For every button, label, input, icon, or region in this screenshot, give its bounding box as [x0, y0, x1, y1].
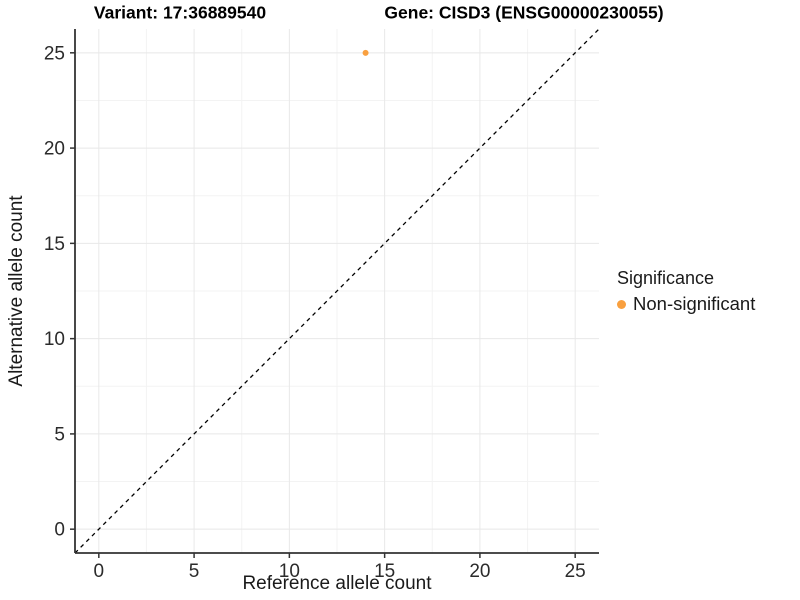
y-axis-title: Alternative allele count	[6, 195, 27, 387]
y-tick-label: 10	[44, 329, 65, 350]
identity-line	[74, 28, 600, 554]
legend-title: Significance	[617, 268, 715, 288]
legend-item-non-significant: Non-significant	[617, 293, 755, 315]
legend-item-label: Non-significant	[633, 293, 756, 314]
plot-title-gene: Gene: CISD3 (ENSG00000230055)	[384, 2, 664, 23]
y-tick-label: 5	[54, 424, 65, 445]
data-point	[362, 49, 369, 56]
x-tick-label: 20	[469, 561, 490, 582]
y-tick-label: 25	[44, 43, 65, 64]
legend-point-icon	[617, 299, 626, 309]
x-tick-label: 10	[279, 561, 300, 582]
y-tick-label: 0	[54, 520, 65, 541]
x-tick-label: 5	[189, 561, 200, 582]
y-tick-label: 20	[44, 139, 65, 160]
plot-title-variant: Variant: 17:36889540	[93, 2, 267, 23]
legend: Significance Non-significant	[617, 268, 755, 315]
x-tick-label: 25	[565, 561, 586, 582]
x-axis-title: Reference allele count	[242, 573, 432, 594]
x-tick-label: 15	[374, 561, 395, 582]
x-tick-label: 0	[94, 561, 105, 582]
y-tick-label: 15	[44, 234, 65, 255]
